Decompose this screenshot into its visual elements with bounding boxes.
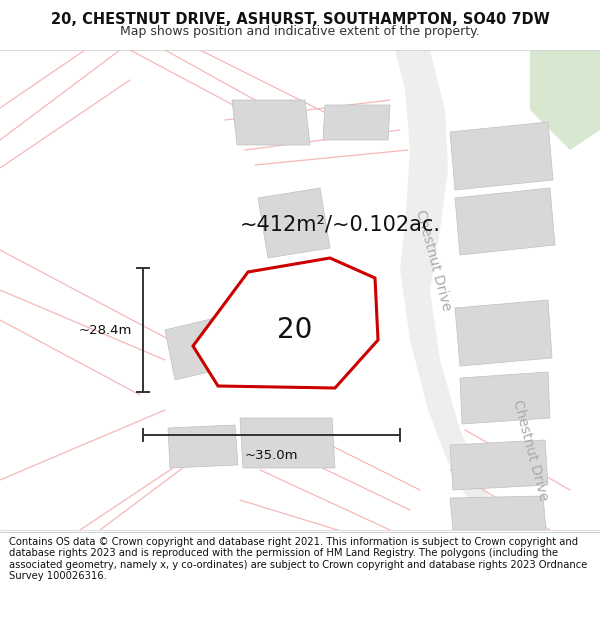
Text: 20: 20 [277, 316, 313, 344]
Text: 20, CHESTNUT DRIVE, ASHURST, SOUTHAMPTON, SO40 7DW: 20, CHESTNUT DRIVE, ASHURST, SOUTHAMPTON… [50, 12, 550, 28]
Text: Chestnut Drive: Chestnut Drive [413, 208, 453, 312]
Polygon shape [450, 440, 548, 490]
Polygon shape [168, 425, 238, 468]
Polygon shape [258, 188, 330, 258]
Polygon shape [530, 50, 600, 150]
Text: ~412m²/~0.102ac.: ~412m²/~0.102ac. [240, 215, 441, 235]
Polygon shape [165, 318, 225, 380]
Polygon shape [232, 100, 310, 145]
Polygon shape [193, 258, 378, 388]
Text: ~35.0m: ~35.0m [245, 449, 298, 462]
Polygon shape [455, 300, 552, 366]
Text: Map shows position and indicative extent of the property.: Map shows position and indicative extent… [120, 24, 480, 38]
Polygon shape [450, 496, 546, 530]
Polygon shape [460, 372, 550, 424]
Polygon shape [240, 418, 335, 468]
Text: ~28.4m: ~28.4m [79, 324, 132, 336]
Polygon shape [450, 122, 553, 190]
Text: Contains OS data © Crown copyright and database right 2021. This information is : Contains OS data © Crown copyright and d… [9, 537, 587, 581]
Text: Chestnut Drive: Chestnut Drive [510, 398, 550, 502]
Polygon shape [390, 50, 520, 530]
Polygon shape [455, 188, 555, 255]
Polygon shape [323, 105, 390, 140]
